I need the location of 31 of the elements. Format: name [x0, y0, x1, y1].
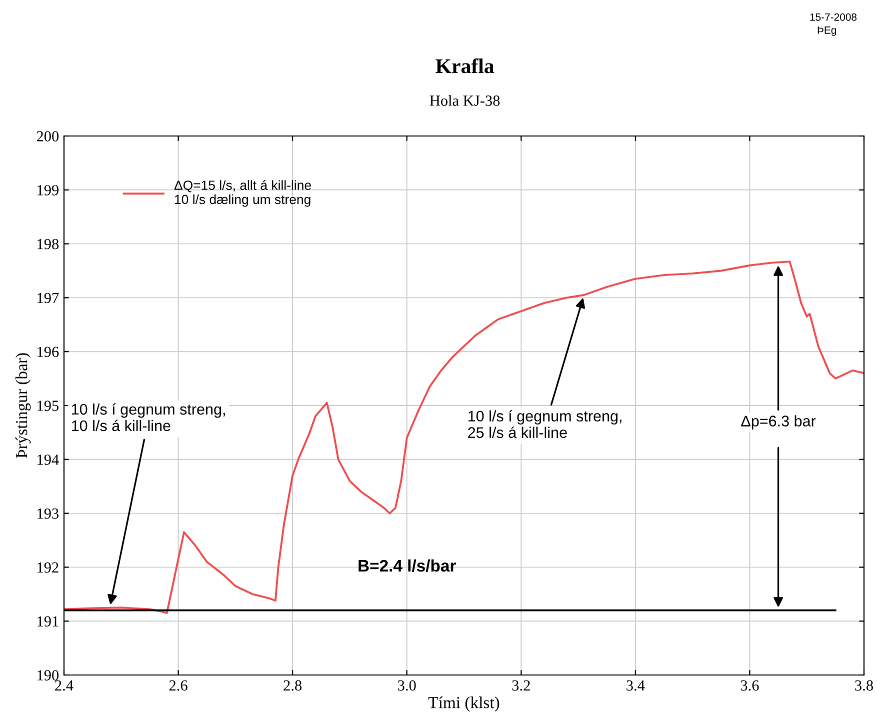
- x-tick-label: 2.4: [55, 680, 74, 691]
- annotation: 10 l/s í gegnum streng, 25 l/s á kill-line: [468, 410, 622, 438]
- x-tick-label: 2.6: [169, 680, 188, 691]
- y-tick-label: 193: [38, 508, 59, 519]
- chart-title: Krafla: [436, 58, 494, 74]
- x-tick-label: 3.2: [512, 680, 530, 691]
- x-tick-label: 3.0: [398, 680, 416, 691]
- x-axis-title: Tími (klst): [428, 696, 500, 712]
- y-tick-label: 197: [38, 292, 59, 304]
- y-tick-label: 192: [38, 562, 58, 573]
- y-tick-label: 190: [38, 670, 59, 680]
- y-axis-title: Þrýstingur (bar): [15, 353, 31, 458]
- annotation: 10 l/s í gegnum streng, 10 l/s á kill-line: [72, 403, 225, 432]
- legend-label: ΔQ=15 l/s, allt á kill-line 10 l/s dæling um streng: [174, 180, 311, 207]
- x-tick-label: 3.6: [740, 680, 759, 691]
- annotation: Δp=6.3 bar: [741, 415, 816, 430]
- text: ÞEg: [818, 26, 836, 36]
- x-tick-label: 3.8: [855, 680, 873, 691]
- annotation: B=2.4 l/s/bar: [358, 559, 456, 572]
- text: 15-7-2008: [810, 13, 857, 21]
- y-tick-label: 198: [38, 238, 59, 250]
- y-tick-label: 196: [38, 346, 59, 358]
- y-tick-label: 200: [36, 131, 59, 142]
- y-tick-label: 191: [38, 616, 58, 627]
- x-tick-label: 3.4: [626, 680, 645, 691]
- y-tick-label: 194: [38, 454, 59, 465]
- line-series: [64, 260, 864, 614]
- chart-subtitle: Hola KJ-38: [430, 95, 500, 106]
- y-tick-label: 195: [38, 400, 59, 411]
- x-tick-label: 2.8: [284, 680, 302, 691]
- y-tick-label: 199: [38, 185, 59, 196]
